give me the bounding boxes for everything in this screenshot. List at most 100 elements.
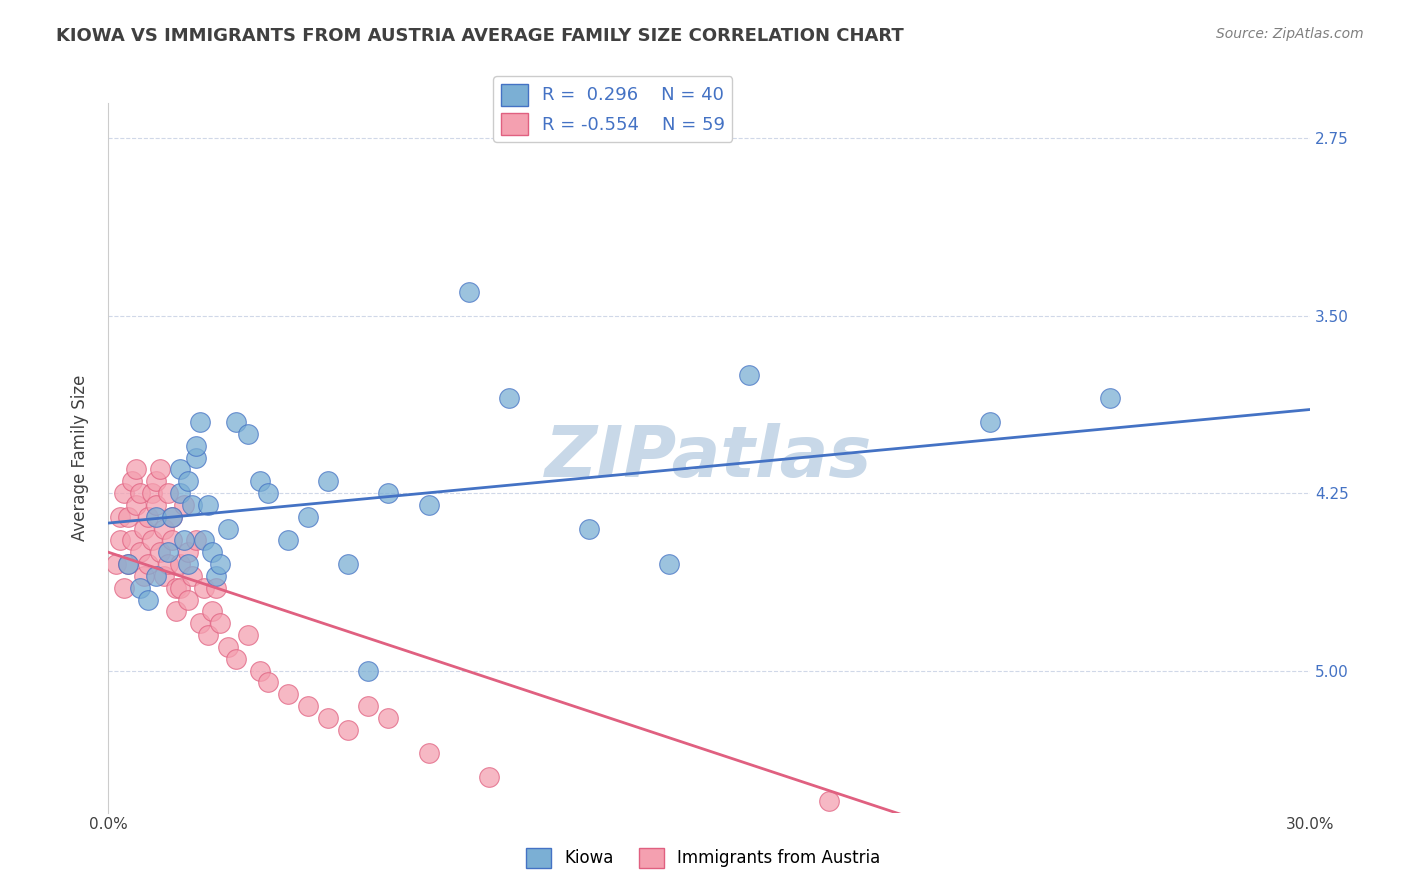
Point: [318, 711, 340, 725]
Point: [249, 475, 271, 489]
Point: [165, 581, 187, 595]
Point: [169, 462, 191, 476]
Point: [149, 462, 172, 476]
Point: [377, 486, 399, 500]
Point: [578, 522, 600, 536]
Point: [112, 486, 135, 500]
Point: [205, 569, 228, 583]
Point: [337, 723, 360, 737]
Point: [136, 509, 159, 524]
Point: [898, 817, 921, 831]
Point: [145, 569, 167, 583]
Point: [297, 509, 319, 524]
Point: [186, 439, 208, 453]
Point: [157, 486, 180, 500]
Point: [132, 522, 155, 536]
Point: [108, 533, 131, 548]
Point: [238, 628, 260, 642]
Point: [418, 498, 440, 512]
Point: [357, 664, 380, 678]
Legend: R =  0.296    N = 40, R = -0.554    N = 59: R = 0.296 N = 40, R = -0.554 N = 59: [494, 77, 733, 142]
Point: [197, 628, 219, 642]
Point: [165, 604, 187, 618]
Point: [160, 533, 183, 548]
Point: [217, 522, 239, 536]
Text: Source: ZipAtlas.com: Source: ZipAtlas.com: [1216, 27, 1364, 41]
Point: [157, 557, 180, 571]
Point: [173, 533, 195, 548]
Point: [337, 557, 360, 571]
Point: [188, 415, 211, 429]
Point: [457, 285, 479, 299]
Point: [169, 486, 191, 500]
Point: [818, 794, 841, 808]
Point: [188, 616, 211, 631]
Y-axis label: Average Family Size: Average Family Size: [72, 375, 89, 541]
Point: [125, 498, 148, 512]
Point: [160, 509, 183, 524]
Point: [125, 462, 148, 476]
Point: [193, 581, 215, 595]
Point: [177, 475, 200, 489]
Text: ZIPatlas: ZIPatlas: [546, 423, 873, 492]
Point: [193, 533, 215, 548]
Point: [149, 545, 172, 559]
Point: [177, 557, 200, 571]
Point: [225, 415, 247, 429]
Legend: Kiowa, Immigrants from Austria: Kiowa, Immigrants from Austria: [519, 841, 887, 875]
Point: [153, 522, 176, 536]
Point: [209, 557, 232, 571]
Point: [117, 557, 139, 571]
Point: [238, 427, 260, 442]
Point: [277, 687, 299, 701]
Point: [141, 486, 163, 500]
Text: KIOWA VS IMMIGRANTS FROM AUSTRIA AVERAGE FAMILY SIZE CORRELATION CHART: KIOWA VS IMMIGRANTS FROM AUSTRIA AVERAGE…: [56, 27, 904, 45]
Point: [257, 675, 280, 690]
Point: [117, 557, 139, 571]
Point: [658, 557, 681, 571]
Point: [297, 699, 319, 714]
Point: [1098, 392, 1121, 406]
Point: [498, 392, 520, 406]
Point: [145, 475, 167, 489]
Point: [225, 652, 247, 666]
Point: [249, 664, 271, 678]
Point: [169, 581, 191, 595]
Point: [136, 592, 159, 607]
Point: [145, 509, 167, 524]
Point: [136, 557, 159, 571]
Point: [112, 581, 135, 595]
Point: [201, 604, 224, 618]
Point: [979, 415, 1001, 429]
Point: [318, 475, 340, 489]
Point: [418, 747, 440, 761]
Point: [186, 533, 208, 548]
Point: [197, 498, 219, 512]
Point: [209, 616, 232, 631]
Point: [108, 509, 131, 524]
Point: [129, 581, 152, 595]
Point: [357, 699, 380, 714]
Point: [141, 533, 163, 548]
Point: [277, 533, 299, 548]
Point: [177, 592, 200, 607]
Point: [177, 545, 200, 559]
Point: [121, 533, 143, 548]
Point: [169, 557, 191, 571]
Point: [173, 498, 195, 512]
Point: [377, 711, 399, 725]
Point: [478, 770, 501, 784]
Point: [160, 509, 183, 524]
Point: [186, 450, 208, 465]
Point: [157, 545, 180, 559]
Point: [129, 545, 152, 559]
Point: [205, 581, 228, 595]
Point: [117, 509, 139, 524]
Point: [121, 475, 143, 489]
Point: [105, 557, 128, 571]
Point: [217, 640, 239, 654]
Point: [257, 486, 280, 500]
Point: [181, 569, 204, 583]
Point: [738, 368, 761, 382]
Point: [129, 486, 152, 500]
